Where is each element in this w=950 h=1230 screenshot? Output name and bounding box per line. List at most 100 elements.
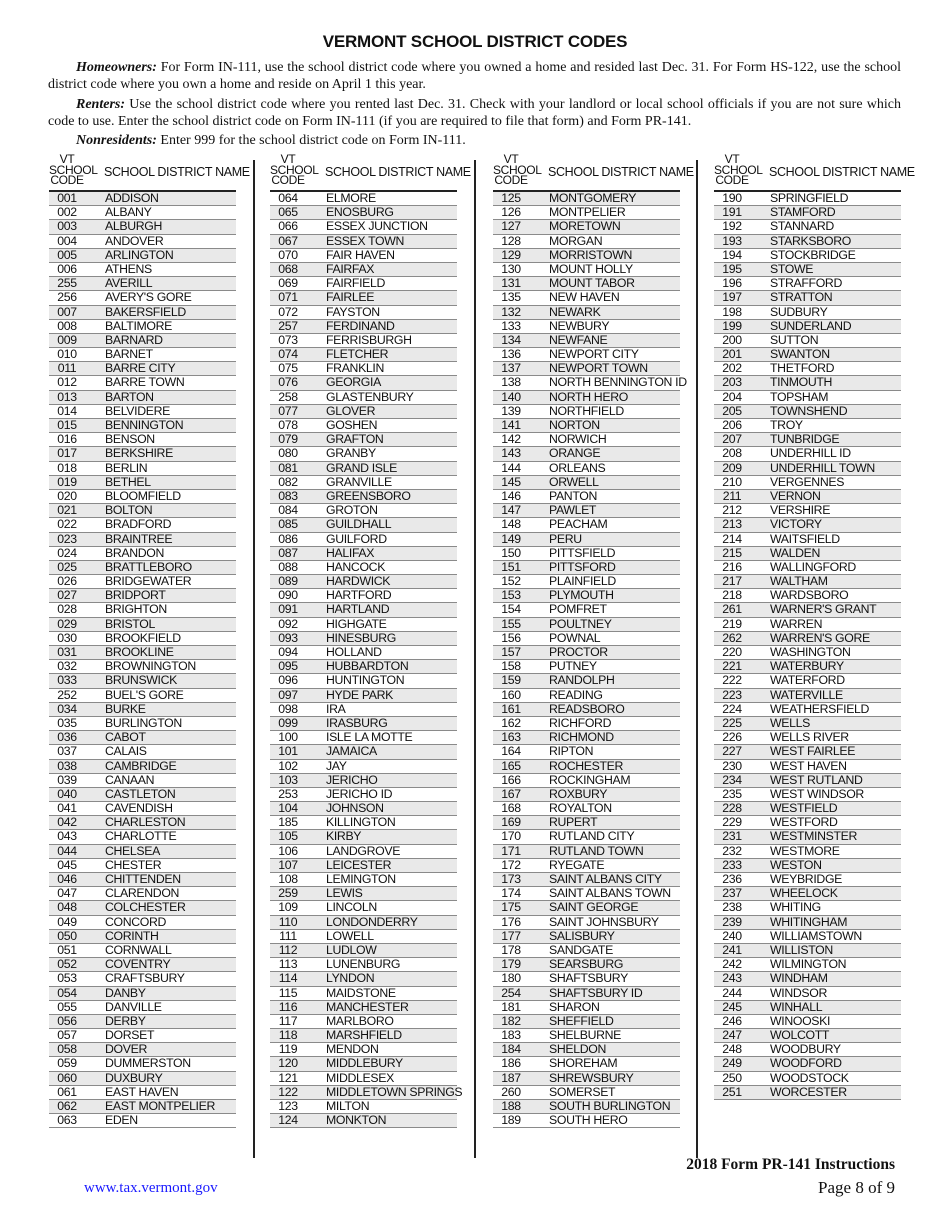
table-row: 150 PITTSFIELD	[493, 546, 680, 561]
school-code: 032	[57, 659, 77, 674]
district-name: SANDGATE	[549, 942, 613, 957]
name-header: SCHOOL DISTRICT NAME	[769, 165, 915, 179]
table-row: 218 WARDSBORO	[714, 589, 901, 604]
district-table-2: VT SCHOOL CODE SCHOOL DISTRICT NAME 064 ELMOR…	[270, 153, 471, 1129]
table-row: 117 MARLBORO	[270, 1014, 457, 1030]
district-name: NEW HAVEN	[549, 290, 620, 305]
table-row: 088 HANCOCK	[270, 560, 457, 576]
district-name: FRANKLIN	[326, 361, 385, 376]
table-header: VT SCHOOL CODE SCHOOL DISTRICT NAME	[714, 153, 915, 192]
table-row: 140 NORTH HERO	[493, 390, 680, 405]
district-name: BARRE TOWN	[105, 375, 185, 390]
code-header-line: SCHOOL	[493, 162, 542, 177]
district-name: MONTPELIER	[549, 205, 626, 220]
table-row: 258 GLASTENBURY	[270, 390, 457, 405]
code-header-line: CODE	[715, 173, 749, 187]
school-code: 039	[57, 772, 77, 787]
school-code: 170	[501, 829, 521, 844]
table-row: 038 CAMBRIDGE	[49, 759, 236, 774]
table-row: 165 ROCHESTER	[493, 759, 680, 774]
district-name: NORWICH	[549, 432, 607, 447]
school-code: 166	[501, 772, 521, 787]
district-name: RUTLAND CITY	[549, 829, 635, 844]
table-row: 171 RUTLAND TOWN	[493, 844, 680, 859]
table-row: 197 STRATTON	[714, 291, 901, 306]
school-code: 067	[278, 233, 298, 248]
website-link[interactable]: www.tax.vermont.gov	[84, 1180, 218, 1196]
school-code: 161	[501, 701, 521, 716]
district-name: LUNENBURG	[326, 957, 401, 972]
table-row: 195 STOWE	[714, 262, 901, 278]
school-code: 090	[278, 588, 298, 603]
table-row: 214 WAITSFIELD	[714, 532, 901, 547]
district-name: BURKE	[105, 701, 146, 716]
school-code: 134	[501, 332, 521, 347]
school-code: 147	[501, 503, 521, 518]
school-code: 110	[278, 914, 298, 929]
district-name: LEICESTER	[326, 857, 392, 872]
district-name: FAIRLEE	[326, 290, 375, 305]
district-name: DUMMERSTON	[105, 1056, 191, 1071]
district-name: WINDSOR	[770, 985, 827, 1000]
table-row: 224 WEATHERSFIELD	[714, 702, 901, 717]
school-code: 099	[278, 715, 298, 730]
school-code: 230	[722, 758, 742, 773]
page-number: Page 8 of 9	[818, 1178, 895, 1197]
district-name: GRAND ISLE	[326, 460, 397, 475]
school-code: 239	[722, 914, 742, 929]
school-code: 247	[722, 1028, 742, 1043]
table-row: 114 LYNDON	[270, 972, 457, 987]
table-row: 093 HINESBURG	[270, 631, 457, 646]
district-name: JAY	[326, 758, 347, 773]
table-row: 235 WEST WINDSOR	[714, 787, 901, 803]
district-name: BARTON	[105, 389, 154, 404]
table-row: 162 RICHFORD	[493, 716, 680, 732]
school-code: 184	[501, 1042, 521, 1057]
table-row: 186 SHOREHAM	[493, 1057, 680, 1072]
school-code: 102	[278, 758, 298, 773]
school-code: 243	[722, 971, 742, 986]
school-code: 204	[722, 389, 742, 404]
table-row: 250 WOODSTOCK	[714, 1070, 901, 1086]
district-name: WOODSTOCK	[770, 1070, 849, 1085]
school-code: 221	[722, 659, 742, 674]
school-code: 189	[501, 1113, 521, 1128]
district-name: SHARON	[549, 999, 600, 1014]
school-code: 188	[501, 1099, 521, 1113]
table-row: 184 SHELDON	[493, 1042, 680, 1058]
table-row: 094 HOLLAND	[270, 645, 457, 661]
table-row: 079 GRAFTON	[270, 433, 457, 448]
school-code: 016	[57, 432, 77, 447]
school-code: 206	[722, 418, 742, 432]
table-row: 260 SOMERSET	[493, 1085, 680, 1100]
school-code: 047	[57, 886, 77, 901]
district-name: WHEELOCK	[770, 886, 838, 901]
district-name: BRUNSWICK	[105, 673, 178, 688]
table-row: 259 LEWIS	[270, 887, 457, 902]
school-code: 159	[501, 673, 521, 688]
table-row: 157 PROCTOR	[493, 645, 680, 661]
district-name: PLAINFIELD	[549, 574, 616, 589]
table-row: 174 SAINT ALBANS TOWN	[493, 887, 680, 902]
table-row: 024 BRANDON	[49, 546, 236, 561]
school-code: 043	[57, 829, 77, 844]
district-name: READING	[549, 687, 603, 702]
code-header: VT SCHOOL CODE	[493, 153, 542, 185]
school-code: 199	[722, 318, 742, 333]
table-row: 154 POMFRET	[493, 603, 680, 618]
table-row: 057 DORSET	[49, 1029, 236, 1044]
school-code: 119	[278, 1042, 298, 1057]
school-code: 209	[722, 460, 742, 475]
table-row: 188 SOUTH BURLINGTON	[493, 1099, 680, 1115]
district-name: RYEGATE	[549, 857, 605, 872]
name-header: SCHOOL DISTRICT NAME	[104, 165, 250, 179]
school-code: 025	[57, 559, 77, 574]
table-row: 123 MILTON	[270, 1099, 457, 1115]
district-name: CAVENDISH	[105, 801, 173, 816]
school-code: 075	[278, 361, 298, 376]
table-row: 049 CONCORD	[49, 915, 236, 930]
table-row: 043 CHARLOTTE	[49, 829, 236, 845]
district-name: WATERFORD	[770, 673, 845, 688]
table-row: 241 WILLISTON	[714, 943, 901, 959]
table-header: VT SCHOOL CODE SCHOOL DISTRICT NAME	[493, 153, 694, 192]
